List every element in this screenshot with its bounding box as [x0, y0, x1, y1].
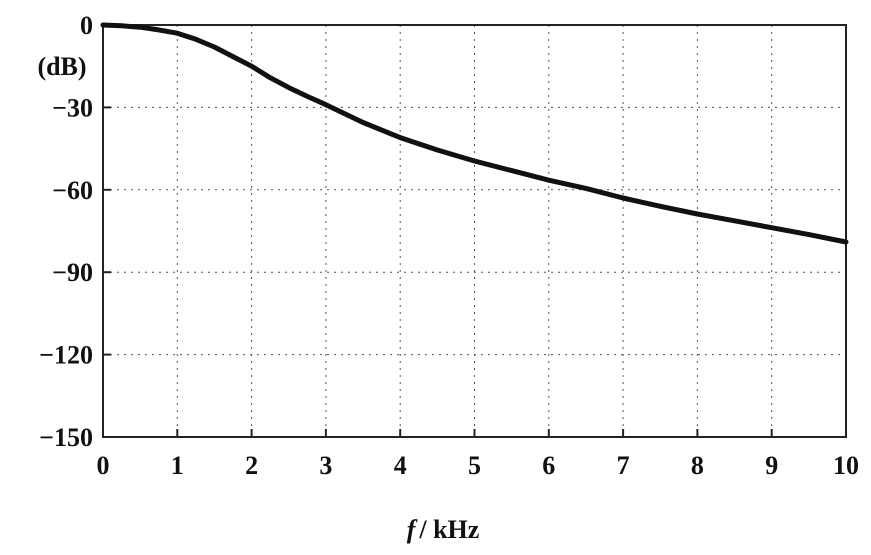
y-tick-label: −90: [52, 258, 93, 287]
x-tick-label: 10: [833, 451, 859, 480]
x-tick-label: 2: [245, 451, 258, 480]
x-tick-label: 3: [319, 451, 332, 480]
x-tick-label: 1: [171, 451, 184, 480]
x-tick-label: 5: [468, 451, 481, 480]
x-axis-variable: f: [407, 515, 418, 544]
x-tick-label: 9: [765, 451, 778, 480]
x-tick-label: 4: [394, 451, 407, 480]
y-tick-label: −60: [52, 176, 93, 205]
y-tick-label: −120: [39, 341, 93, 370]
x-axis-label: f / kHz: [407, 515, 480, 544]
response-curve: [100, 22, 849, 245]
y-tick-label: −150: [39, 423, 93, 452]
x-tick-label: 6: [542, 451, 555, 480]
grid: [103, 25, 846, 437]
x-tick-label: 8: [691, 451, 704, 480]
x-tick-label: 7: [617, 451, 630, 480]
x-tick-label: 0: [97, 451, 110, 480]
y-tick-label: 0: [80, 11, 93, 40]
y-axis-label: (dB): [37, 52, 86, 81]
plot-frame: [102, 24, 847, 438]
x-tick-labels: 0 1 2 3 4 5 6 7 8 9 10: [97, 451, 860, 480]
y-tick-label: −30: [52, 93, 93, 122]
y-tick-labels: 0 −30 −60 −90 −120 −150: [39, 11, 93, 452]
x-axis-unit: / kHz: [418, 515, 479, 544]
